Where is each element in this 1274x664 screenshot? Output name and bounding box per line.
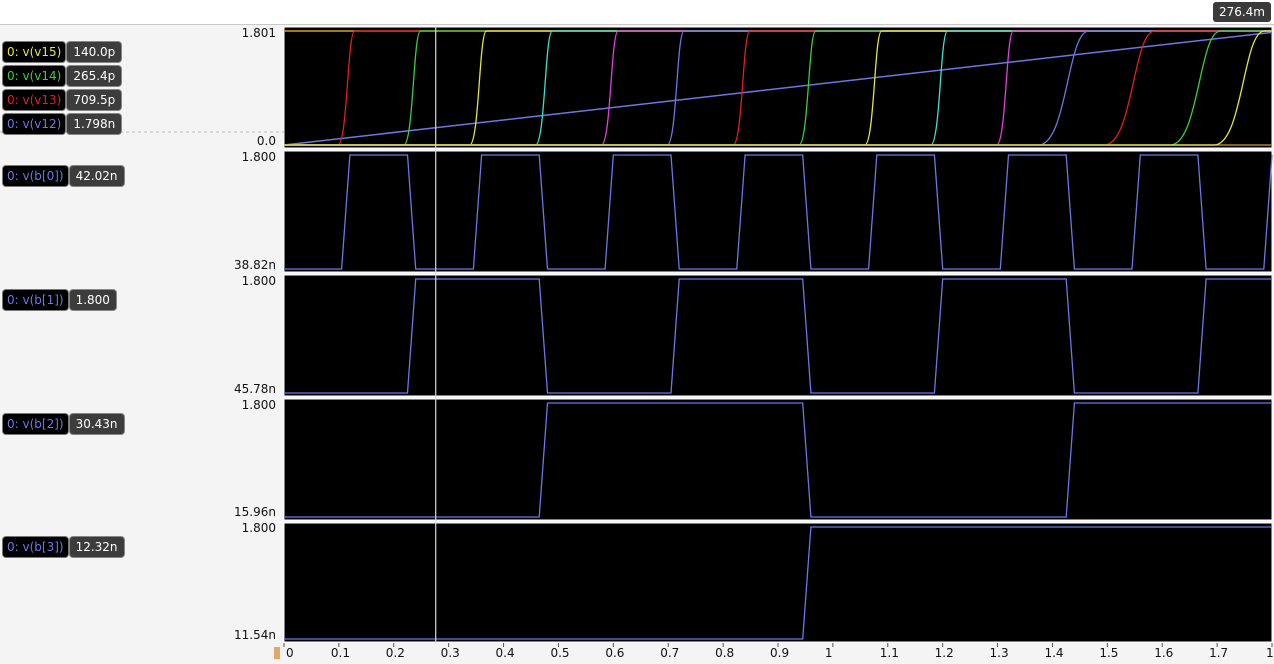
top-panel-ymin-label: 0.0 <box>0 134 276 148</box>
x-axis-drag-handle[interactable] <box>274 647 280 659</box>
x-tick-label-12: 1.2 <box>935 646 954 660</box>
legend-v13[interactable]: 0: v(v13) 709.5p <box>3 90 121 110</box>
signal-name-b1[interactable]: 0: v(b[1]) <box>3 290 68 310</box>
legend-v15[interactable]: 0: v(v15) 140.0p <box>3 42 121 62</box>
x-tick-label-4: 0.4 <box>496 646 515 660</box>
x-tick-label-18: 1 <box>1266 646 1274 660</box>
b0-panel-ymax-label: 1.800 <box>0 150 276 164</box>
legend-b0[interactable]: 0: v(b[0]) 42.02n <box>3 166 124 186</box>
x-tick-label-2: 0.2 <box>386 646 405 660</box>
signal-name-b2[interactable]: 0: v(b[2]) <box>3 414 68 434</box>
b3-panel-ymin-label: 11.54n <box>0 628 276 642</box>
signal-value-b2: 30.43n <box>70 414 124 434</box>
x-tick-label-0: 0 <box>286 646 294 660</box>
legend-b3[interactable]: 0: v(b[3]) 12.32n <box>3 537 124 557</box>
x-tick-label-1: 0.1 <box>331 646 350 660</box>
signal-value-b1: 1.800 <box>70 290 116 310</box>
signal-value-v15: 140.0p <box>67 42 121 62</box>
signal-name-v15[interactable]: 0: v(v15) <box>3 42 65 62</box>
x-tick-label-15: 1.5 <box>1099 646 1118 660</box>
plot-panel-b0 <box>284 151 1272 272</box>
legend-v14[interactable]: 0: v(v14) 265.4p <box>3 66 121 86</box>
x-tick-label-11: 1.1 <box>880 646 899 660</box>
plot-panel-top <box>284 27 1272 148</box>
x-tick-label-13: 1.3 <box>990 646 1009 660</box>
x-tick-label-14: 1.4 <box>1044 646 1063 660</box>
x-tick-label-10: 1 <box>825 646 833 660</box>
x-tick-label-9: 0.9 <box>770 646 789 660</box>
plot-panel-b2 <box>284 399 1272 520</box>
x-tick-label-3: 0.3 <box>441 646 460 660</box>
b0-panel-ymin-label: 38.82n <box>0 258 276 272</box>
x-tick-label-16: 1.6 <box>1154 646 1173 660</box>
signal-value-v13: 709.5p <box>67 90 121 110</box>
x-tick-label-17: 1.7 <box>1209 646 1228 660</box>
top-panel-ymax-label: 1.801 <box>0 26 276 40</box>
signal-name-b3[interactable]: 0: v(b[3]) <box>3 537 68 557</box>
x-tick-label-7: 0.7 <box>660 646 679 660</box>
plot-panel-b3 <box>284 523 1272 642</box>
signal-value-b0: 42.02n <box>70 166 124 186</box>
legend-v12[interactable]: 0: v(v12) 1.798n <box>3 114 121 134</box>
b1-panel-ymax-label: 1.800 <box>0 274 276 288</box>
b1-panel-ymin-label: 45.78n <box>0 382 276 396</box>
signal-name-v14[interactable]: 0: v(v14) <box>3 66 65 86</box>
b2-panel-ymin-label: 15.96n <box>0 505 276 519</box>
signal-name-b0[interactable]: 0: v(b[0]) <box>3 166 68 186</box>
x-tick-label-5: 0.5 <box>550 646 569 660</box>
signal-value-v14: 265.4p <box>67 66 121 86</box>
plot-panel-b1 <box>284 275 1272 396</box>
signal-name-v12[interactable]: 0: v(v12) <box>3 114 65 134</box>
signal-value-v12: 1.798n <box>67 114 121 134</box>
b3-panel-ymax-label: 1.800 <box>0 521 276 535</box>
x-tick-label-6: 0.6 <box>605 646 624 660</box>
legend-b2[interactable]: 0: v(b[2]) 30.43n <box>3 414 124 434</box>
x-tick-label-8: 0.8 <box>715 646 734 660</box>
signal-name-v13[interactable]: 0: v(v13) <box>3 90 65 110</box>
b2-panel-ymax-label: 1.800 <box>0 398 276 412</box>
signal-value-b3: 12.32n <box>70 537 124 557</box>
legend-b1[interactable]: 0: v(b[1]) 1.800 <box>3 290 116 310</box>
